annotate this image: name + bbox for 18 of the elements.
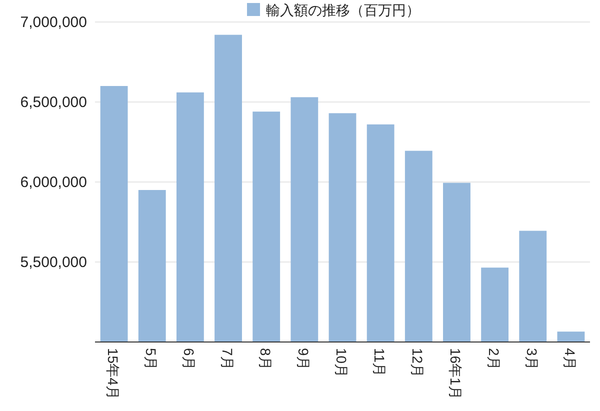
x-tick-label: 16年1月 <box>448 348 464 400</box>
x-tick-label: 11月 <box>372 348 388 377</box>
x-tick-label: 8月 <box>257 348 274 370</box>
x-tick-label: 10月 <box>334 348 350 378</box>
y-tick-label: 6,500,000 <box>20 94 87 111</box>
x-tick-label: 5月 <box>143 348 160 370</box>
y-tick-label: 5,500,000 <box>20 254 87 271</box>
x-tick-label: 12月 <box>410 348 426 378</box>
y-tick-label: 7,000,000 <box>20 14 87 31</box>
x-tick-label: 15年4月 <box>105 348 122 400</box>
x-tick-label: 4月 <box>562 348 578 370</box>
x-tick-label: 7月 <box>219 348 236 370</box>
y-tick-label: 6,000,000 <box>20 174 87 191</box>
x-tick-label: 3月 <box>524 348 540 370</box>
x-tick-label: 9月 <box>295 348 312 370</box>
legend-label: 輸入額の推移（百万円） <box>266 2 420 18</box>
x-tick-label: 2月 <box>486 348 502 370</box>
x-tick-label: 6月 <box>181 348 198 370</box>
